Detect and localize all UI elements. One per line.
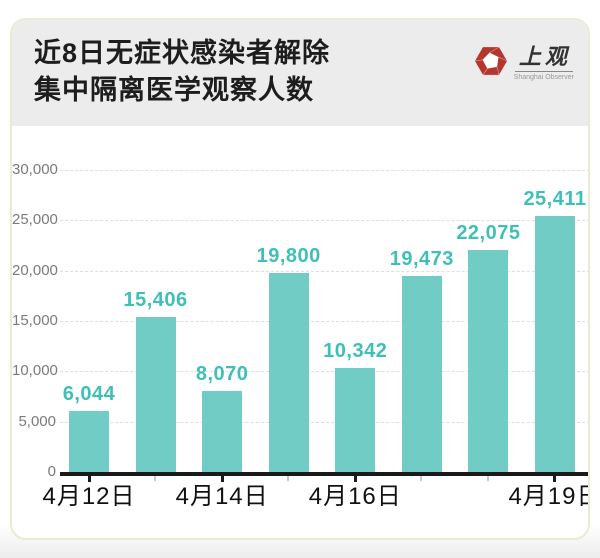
gridline — [60, 270, 588, 272]
chart-title-line-1: 近8日无症状感染者解除 — [34, 38, 331, 68]
bar — [69, 411, 109, 472]
x-axis-tick — [220, 476, 224, 482]
chart-title-line-2: 集中隔离医学观察人数 — [34, 75, 314, 105]
bar — [401, 275, 442, 472]
bar-value-label: 25,411 — [523, 188, 587, 211]
bar-chart: 0 5,000 10,000 15,000 20,000 25,000 30,000 6,04… — [12, 20, 588, 538]
y-axis-tick-label: 25,000 — [12, 211, 58, 229]
x-axis-tick — [553, 476, 557, 482]
x-axis-tick-label: 4月19日 — [508, 483, 588, 510]
y-axis-tick-label: 5,000 — [18, 412, 56, 430]
bar-value-label: 6,044 — [62, 383, 116, 406]
bar — [534, 216, 575, 472]
bar — [335, 367, 376, 472]
bar-value-label: 19,800 — [256, 244, 321, 267]
x-axis-tick-label: 4月16日 — [308, 483, 402, 510]
bar-value-label: 15,406 — [123, 288, 188, 311]
bar-value-label: 8,070 — [195, 362, 249, 385]
bar-value-label: 22,075 — [456, 221, 521, 244]
x-axis-line — [60, 472, 588, 476]
bar — [268, 272, 309, 472]
x-axis-tick — [87, 476, 91, 482]
x-axis-minor-tick — [287, 476, 290, 481]
y-axis-tick-label: 20,000 — [12, 261, 58, 279]
bar — [135, 316, 176, 472]
logo-text-column: 上观 Shanghai Observer — [513, 45, 574, 82]
x-axis-minor-tick — [154, 476, 157, 481]
gridline — [60, 220, 588, 222]
bar — [202, 390, 243, 472]
chart-card: 近8日无症状感染者解除 集中隔离医学观察人数 上观 Shanghai Obser… — [10, 18, 590, 540]
logo-brand-text: 上观 — [514, 45, 573, 72]
x-axis-tick-label: 4月14日 — [175, 483, 269, 510]
y-axis-tick-label: 30,000 — [12, 161, 58, 178]
shanghai-observer-hexagon-icon — [474, 46, 507, 76]
gridline — [60, 421, 588, 423]
bar-value-label: 19,473 — [389, 247, 454, 270]
x-axis-tick-label: 4月12日 — [42, 483, 136, 510]
gridline — [60, 321, 588, 322]
y-axis-tick-label: 10,000 — [12, 362, 58, 380]
x-axis-tick — [353, 476, 357, 482]
bar-value-label: 10,342 — [323, 339, 388, 362]
x-axis-minor-tick — [420, 476, 423, 481]
gridline — [60, 170, 588, 171]
chart-header: 近8日无症状感染者解除 集中隔离医学观察人数 上观 Shanghai Obser… — [12, 20, 588, 126]
bar — [468, 249, 509, 472]
shanghai-observer-logo: 上观 Shanghai Observer — [474, 44, 574, 81]
y-axis-tick-label: 15,000 — [12, 312, 58, 329]
logo-subbrand-text: Shanghai Observer — [513, 74, 574, 81]
y-axis-tick-label: 0 — [47, 463, 56, 480]
x-axis-minor-tick — [486, 476, 489, 481]
gridline — [60, 371, 588, 373]
